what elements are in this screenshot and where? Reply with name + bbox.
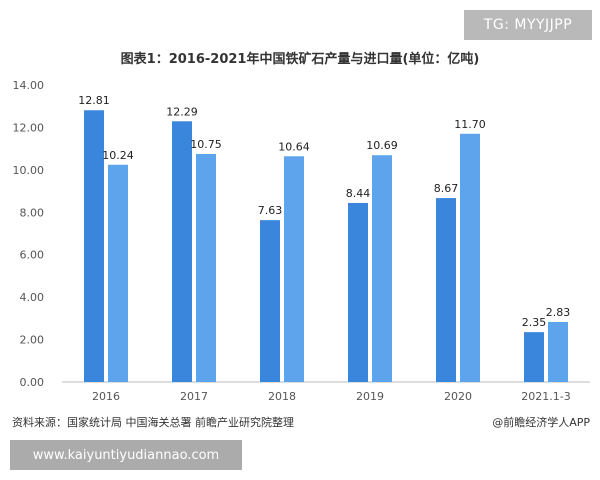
bar [284, 156, 304, 382]
bar [84, 110, 104, 383]
data-label: 10.24 [102, 149, 134, 162]
data-label: 10.64 [278, 140, 310, 153]
x-tick-label: 2021.1-3 [521, 390, 570, 403]
data-label: 10.69 [366, 139, 398, 152]
bar [436, 198, 456, 382]
chart-title: 图表1：2016-2021年中国铁矿石产量与进口量(单位：亿吨) [120, 52, 480, 67]
bar [548, 321, 568, 382]
url-banner[interactable]: www.kaiyuntiyudiannao.com [10, 440, 242, 470]
y-tick-label: 2.00 [20, 334, 45, 347]
y-tick-label: 4.00 [20, 291, 45, 304]
bar [348, 202, 368, 382]
y-tick-label: 8.00 [20, 206, 45, 219]
x-tick-label: 2020 [444, 390, 472, 403]
source-note: 资料来源：国家统计局 中国海关总署 前瞻产业研究院整理 [12, 416, 294, 429]
data-label: 12.81 [78, 94, 110, 107]
watermark-tag: TG: MYYJJPP [464, 10, 592, 40]
bar [260, 220, 280, 382]
data-label: 7.63 [258, 204, 283, 217]
credit-note: @前瞻经济学人APP [492, 416, 590, 429]
bar [460, 133, 480, 382]
bar [372, 155, 392, 382]
x-tick-label: 2018 [268, 390, 296, 403]
data-label: 8.67 [434, 182, 459, 195]
x-tick-label: 2016 [92, 390, 120, 403]
bar [108, 164, 128, 382]
y-tick-label: 6.00 [20, 249, 45, 262]
y-tick-label: 14.00 [13, 79, 45, 92]
data-label: 10.75 [190, 138, 222, 151]
data-label: 2.35 [522, 316, 547, 329]
data-label: 12.29 [166, 105, 198, 118]
y-tick-label: 0.00 [20, 376, 45, 389]
bar [172, 121, 192, 382]
data-label: 11.70 [454, 118, 486, 131]
x-tick-label: 2019 [356, 390, 384, 403]
y-tick-label: 10.00 [13, 164, 45, 177]
data-label: 8.44 [346, 187, 371, 200]
data-label: 2.83 [546, 306, 571, 319]
bar [196, 153, 216, 382]
y-tick-label: 12.00 [13, 121, 45, 134]
bar [524, 332, 544, 382]
x-tick-label: 2017 [180, 390, 208, 403]
